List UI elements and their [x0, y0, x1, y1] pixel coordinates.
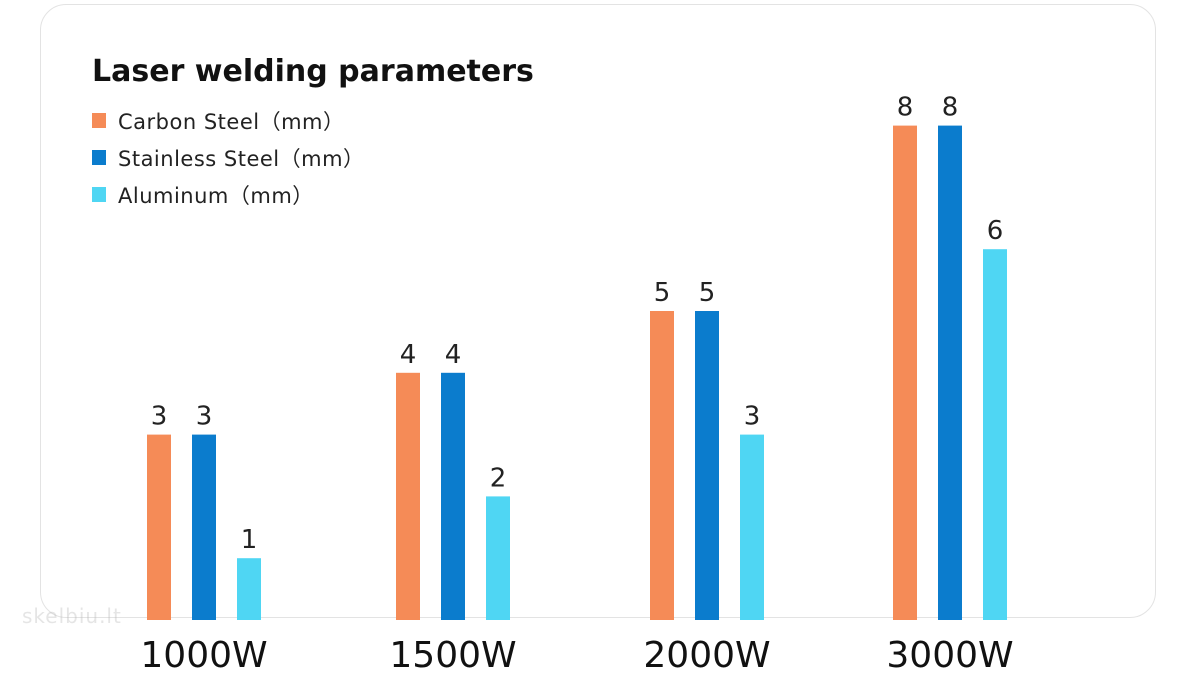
value-label-3000W-series-1: 8	[942, 93, 959, 123]
bar-3000W-series-0	[893, 125, 917, 620]
legend: Carbon Steel（mm） Stainless Steel（mm） Alumi…	[92, 110, 365, 208]
value-label-2000W-series-1: 5	[699, 278, 716, 308]
bar-1500W-series-0	[396, 372, 420, 620]
value-label-2000W-series-2: 3	[744, 402, 761, 432]
category-label-3000W: 3000W	[886, 635, 1013, 674]
bars	[147, 125, 1007, 620]
bar-2000W-series-0	[650, 311, 674, 620]
watermark: skelbiu.lt	[22, 604, 122, 628]
value-label-1500W-series-0: 4	[400, 340, 417, 370]
category-labels: 1000W 1500W 2000W 3000W	[140, 635, 1013, 674]
bar-3000W-series-2	[983, 249, 1007, 620]
bar-1000W-series-2	[237, 558, 261, 620]
chart-title: Laser welding parameters	[92, 54, 534, 89]
value-label-2000W-series-0: 5	[654, 278, 671, 308]
value-label-1500W-series-1: 4	[445, 340, 462, 370]
bar-2000W-series-1	[695, 311, 719, 620]
bar-1500W-series-1	[441, 372, 465, 620]
legend-label-0: Carbon Steel（mm）	[118, 110, 344, 134]
legend-label-2: Aluminum（mm）	[118, 184, 314, 208]
legend-label-1: Stainless Steel（mm）	[118, 147, 365, 171]
value-label-1000W-series-2: 1	[241, 525, 258, 555]
legend-swatch-1	[92, 150, 106, 165]
value-label-1000W-series-1: 3	[196, 402, 213, 432]
bar-2000W-series-2	[740, 434, 764, 620]
bar-1000W-series-1	[192, 434, 216, 620]
value-label-3000W-series-2: 6	[987, 216, 1004, 246]
bar-3000W-series-1	[938, 125, 962, 620]
category-label-2000W: 2000W	[643, 635, 770, 674]
value-labels: 3 314 425 538 86	[151, 93, 1004, 556]
legend-swatch-2	[92, 187, 106, 202]
category-label-1000W: 1000W	[140, 635, 267, 674]
value-label-1000W-series-0: 3	[151, 402, 168, 432]
bar-1500W-series-2	[486, 496, 510, 620]
value-label-1500W-series-2: 2	[490, 463, 507, 493]
chart-card	[40, 4, 1156, 618]
legend-swatch-0	[92, 113, 106, 128]
bar-1000W-series-0	[147, 434, 171, 620]
category-label-1500W: 1500W	[389, 635, 516, 674]
value-label-3000W-series-0: 8	[897, 93, 914, 123]
